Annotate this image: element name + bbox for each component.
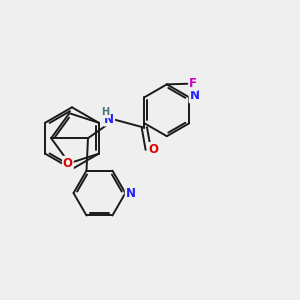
Text: N: N [190,89,200,102]
Text: N: N [104,112,114,126]
Text: O: O [148,143,158,156]
Text: N: N [126,187,136,200]
Text: F: F [189,77,197,90]
Text: O: O [63,157,73,170]
Text: H: H [102,107,110,117]
